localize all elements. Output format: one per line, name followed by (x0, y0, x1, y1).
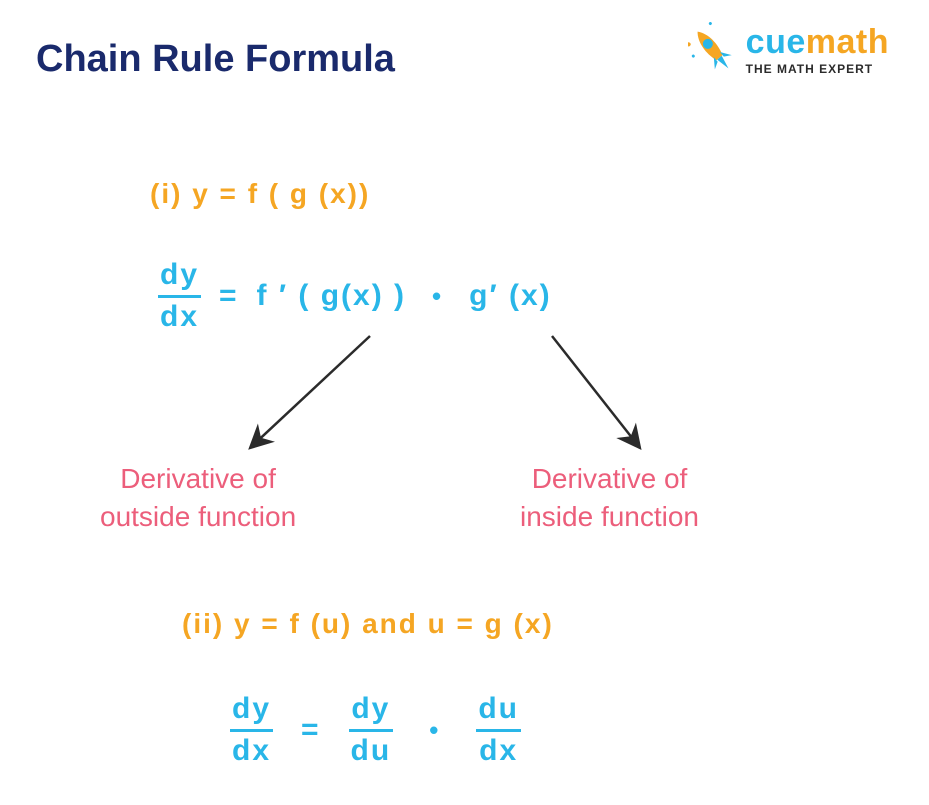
logo-tagline: THE MATH EXPERT (746, 63, 873, 75)
inside-function-label: Derivative of inside function (520, 460, 699, 536)
frac-denominator: du (349, 732, 394, 769)
inside-line1: Derivative of (532, 463, 688, 494)
arrow-to-inside (552, 336, 640, 448)
logo-brand: cuemath (746, 25, 889, 59)
outer-derivative-term: f ′ ( g(x) ) (257, 279, 407, 313)
rocket-spark (691, 54, 695, 58)
logo-cue: cue (746, 23, 806, 61)
frac-numerator: dy (230, 692, 273, 729)
formula-i-equation: dy dx = f ′ ( g(x) ) • g′ (x) (158, 258, 552, 334)
rocket-spark (708, 22, 712, 26)
inner-derivative-term: g′ (x) (469, 279, 552, 313)
outside-line1: Derivative of (120, 463, 276, 494)
frac-denominator: dx (477, 732, 520, 769)
inside-line2: inside function (520, 501, 699, 532)
outside-function-label: Derivative of outside function (100, 460, 296, 536)
dy-dx-fraction: dy dx (230, 692, 273, 768)
brand-logo: cuemath THE MATH EXPERT (688, 22, 889, 78)
dy-dx-fraction: dy dx (158, 258, 201, 334)
logo-math: math (806, 23, 889, 61)
equals-sign: = (301, 713, 321, 747)
annotation-arrows (0, 0, 929, 805)
page-title: Chain Rule Formula (36, 38, 395, 81)
frac-numerator: du (476, 692, 521, 729)
formula-ii-definition: (ii) y = f (u) and u = g (x) (182, 608, 554, 640)
frac-denominator: dx (158, 298, 201, 335)
rocket-spark (688, 42, 691, 48)
multiply-dot: • (424, 281, 451, 312)
rocket-flame (717, 56, 731, 71)
dy-du-fraction: dy du (349, 692, 394, 768)
formula-i-definition: (i) y = f ( g (x)) (150, 178, 370, 210)
du-dx-fraction: du dx (476, 692, 521, 768)
rocket-icon (688, 22, 738, 78)
frac-denominator: dx (230, 732, 273, 769)
frac-numerator: dy (349, 692, 392, 729)
formula-ii-equation: dy dx = dy du • du dx (230, 692, 521, 768)
multiply-dot: • (421, 715, 448, 746)
frac-numerator: dy (158, 258, 201, 295)
logo-text: cuemath THE MATH EXPERT (746, 25, 889, 75)
outside-line2: outside function (100, 501, 296, 532)
equals-sign: = (219, 279, 239, 313)
arrow-to-outside (250, 336, 370, 448)
